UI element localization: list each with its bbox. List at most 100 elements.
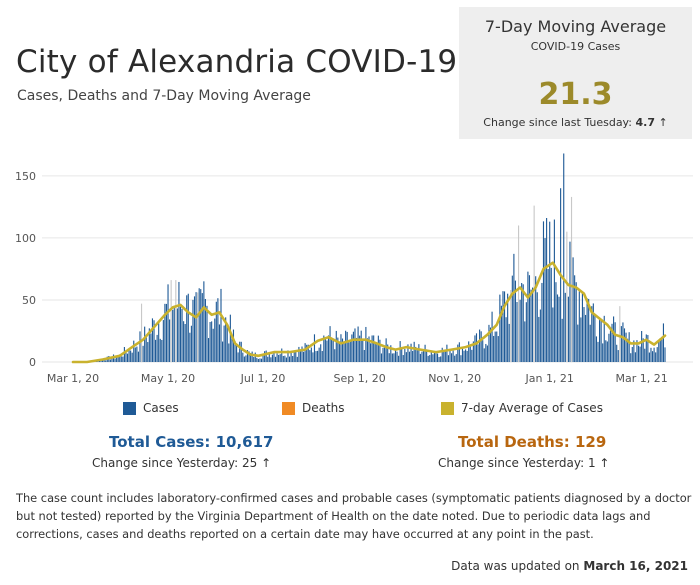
case-bar xyxy=(658,340,660,362)
case-bar xyxy=(192,299,194,362)
case-bar xyxy=(257,358,259,362)
case-bar xyxy=(271,354,273,362)
x-tick-label: Mar 1, 20 xyxy=(47,372,99,385)
case-bar xyxy=(441,347,443,362)
total-deaths: Total Deaths: 129 xyxy=(458,433,607,451)
case-bar xyxy=(625,332,627,362)
case-bar xyxy=(295,351,297,362)
case-bar xyxy=(547,268,549,362)
update-date: March 16, 2021 xyxy=(583,559,688,573)
case-bar xyxy=(323,335,325,362)
case-bar xyxy=(134,347,136,362)
case-bar xyxy=(384,346,386,362)
case-bar xyxy=(578,291,580,362)
case-bar xyxy=(461,346,464,362)
case-bar xyxy=(239,341,241,362)
case-bar xyxy=(465,349,467,362)
case-bar xyxy=(324,339,326,362)
x-tick-label: Sep 1, 20 xyxy=(334,372,386,385)
case-bar xyxy=(402,355,404,362)
case-bar xyxy=(482,340,484,362)
case-bar xyxy=(123,347,125,362)
legend-cases-swatch xyxy=(123,401,136,415)
case-bar xyxy=(561,318,563,362)
case-bar xyxy=(318,347,320,362)
case-bar xyxy=(416,350,418,362)
case-bar xyxy=(187,293,189,362)
case-bar xyxy=(405,352,407,362)
case-bar xyxy=(623,328,626,362)
case-bar xyxy=(346,331,348,362)
legend-cases[interactable]: Cases xyxy=(123,401,179,415)
case-bar xyxy=(228,343,230,362)
legend-avg-label: 7-day Average of Cases xyxy=(461,401,603,415)
case-bar xyxy=(662,323,665,362)
case-bar xyxy=(633,340,635,362)
x-tick-label: Nov 1, 20 xyxy=(428,372,481,385)
case-bar xyxy=(369,343,372,362)
kpi-change: Change since last Tuesday: 4.7 ↑ xyxy=(459,116,692,129)
case-bar xyxy=(544,238,546,362)
case-bar xyxy=(447,355,450,362)
case-bar xyxy=(126,353,129,362)
case-bar xyxy=(130,350,132,362)
case-bar xyxy=(262,354,264,362)
case-bar xyxy=(396,351,398,362)
case-bar xyxy=(418,344,420,362)
case-bar xyxy=(500,305,502,362)
case-bar xyxy=(474,335,476,362)
case-bar xyxy=(327,335,330,362)
case-bar xyxy=(614,322,616,362)
case-bar xyxy=(387,344,389,362)
case-bar xyxy=(477,344,479,362)
case-bar xyxy=(630,353,632,362)
case-bar xyxy=(497,336,499,362)
y-tick-label: 150 xyxy=(15,170,36,183)
case-bar xyxy=(485,343,487,362)
case-bar xyxy=(304,343,306,362)
case-bar xyxy=(200,289,202,362)
case-bar xyxy=(218,324,221,362)
case-bar xyxy=(234,341,236,362)
case-bar xyxy=(391,353,393,362)
case-bar xyxy=(281,348,283,362)
case-bar xyxy=(98,360,101,362)
case-bar xyxy=(527,271,529,362)
case-bar xyxy=(513,253,515,362)
case-bar xyxy=(119,354,121,362)
case-bar xyxy=(231,336,233,362)
case-bar xyxy=(359,335,361,362)
reporting-bar xyxy=(619,306,621,362)
case-bar xyxy=(494,331,496,362)
case-bar xyxy=(655,352,657,362)
case-bar xyxy=(471,349,473,362)
case-bar xyxy=(592,303,594,362)
case-bar xyxy=(338,342,340,362)
case-bar xyxy=(454,355,456,362)
case-bar xyxy=(276,353,278,362)
case-bar xyxy=(212,328,214,362)
case-bar xyxy=(413,341,415,362)
case-bar xyxy=(455,354,457,362)
case-bar xyxy=(525,302,527,362)
case-bar xyxy=(365,326,367,362)
case-bar xyxy=(530,289,532,362)
kpi-title: 7-Day Moving Average xyxy=(484,17,667,36)
case-bar xyxy=(103,360,105,362)
reporting-bar xyxy=(170,280,172,362)
x-tick-label: Mar 1, 21 xyxy=(616,372,668,385)
case-bar xyxy=(136,346,138,362)
case-bar xyxy=(214,318,216,362)
case-bar xyxy=(401,347,403,362)
case-bar xyxy=(415,346,417,362)
case-bar xyxy=(273,351,275,362)
case-bar xyxy=(211,321,213,362)
legend-deaths[interactable]: Deaths xyxy=(282,401,345,415)
legend-avg[interactable]: 7-day Average of Cases xyxy=(441,401,603,415)
case-bar xyxy=(617,350,619,362)
case-bar xyxy=(156,334,158,362)
case-bar xyxy=(426,349,428,362)
case-bar xyxy=(457,344,459,362)
case-bar xyxy=(153,320,155,362)
case-bar xyxy=(580,317,582,362)
